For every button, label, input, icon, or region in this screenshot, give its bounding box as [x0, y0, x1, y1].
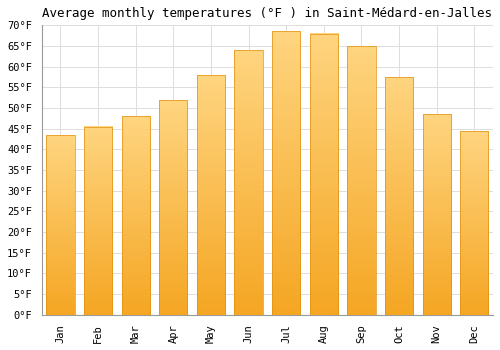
- Title: Average monthly temperatures (°F ) in Saint-Médard-en-Jalles: Average monthly temperatures (°F ) in Sa…: [42, 7, 492, 20]
- Bar: [310, 34, 338, 315]
- Bar: [460, 131, 488, 315]
- Bar: [272, 32, 300, 315]
- Bar: [197, 75, 225, 315]
- Bar: [422, 114, 450, 315]
- Bar: [46, 135, 74, 315]
- Bar: [159, 100, 188, 315]
- Bar: [385, 77, 413, 315]
- Bar: [122, 116, 150, 315]
- Bar: [84, 127, 112, 315]
- Bar: [348, 46, 376, 315]
- Bar: [234, 50, 262, 315]
